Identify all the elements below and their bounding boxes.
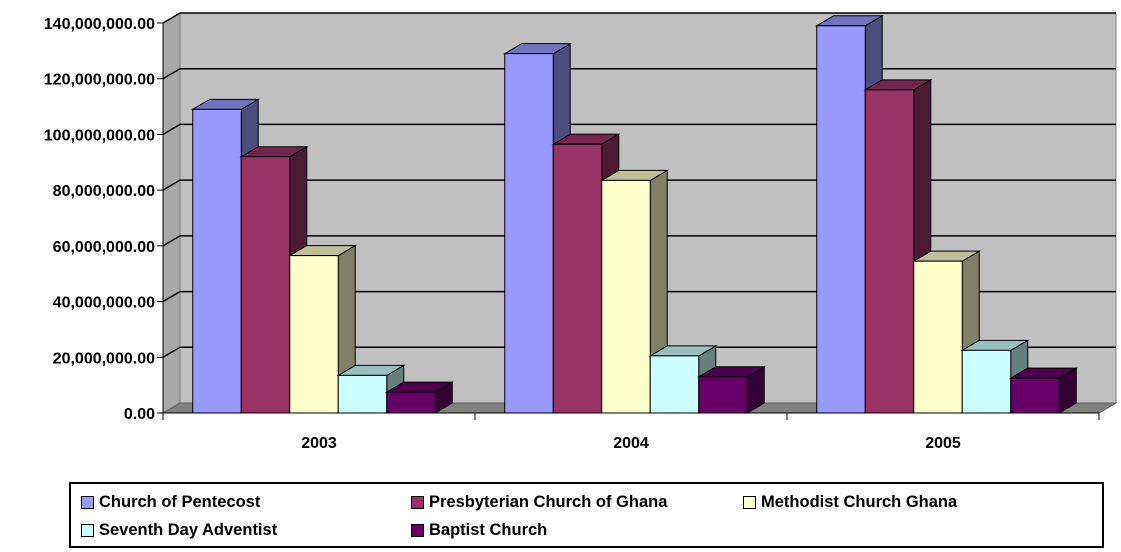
legend-item: Church of Pentecost (81, 491, 260, 513)
x-tick-label: 2003 (301, 435, 337, 452)
bar-front (864, 89, 915, 414)
gridline-side (162, 290, 181, 303)
gridline-side (162, 235, 181, 247)
bar (696, 365, 767, 414)
bar (863, 78, 933, 414)
legend: Church of Pentecost Presbyterian Church o… (69, 482, 1104, 548)
bar-front (913, 260, 963, 414)
legend-label: Methodist Church Ghana (761, 492, 958, 511)
bar (911, 250, 982, 414)
legend-swatch (411, 523, 424, 537)
bar (648, 345, 718, 414)
y-tick-label: 100,000,000.00 (44, 127, 155, 144)
bar-front (649, 355, 700, 414)
y-tick-label: 120,000,000.00 (44, 72, 155, 89)
bar-front (289, 255, 339, 414)
legend-item: Seventh Day Adventist (81, 519, 277, 541)
bar-front (698, 376, 748, 414)
legend-label: Seventh Day Adventist (99, 520, 278, 539)
y-tick-label: 80,000,000.00 (53, 183, 155, 200)
legend-label: Presbyterian Church of Ghana (429, 492, 668, 511)
y-tick-label: 0.00 (124, 406, 155, 423)
bar-front (1010, 377, 1060, 414)
bar-front (601, 179, 651, 414)
bar (384, 381, 455, 414)
y-tick-label: 140,000,000.00 (44, 16, 155, 33)
gridline-side (162, 179, 181, 191)
y-tick-label: 20,000,000.00 (53, 350, 155, 367)
y-tick-label: 60,000,000.00 (53, 239, 155, 256)
gridline-side (162, 12, 181, 24)
x-tick-label: 2005 (925, 435, 961, 452)
legend-item: Methodist Church Ghana (743, 491, 957, 513)
legend-item: Baptist Church (411, 519, 547, 541)
bar-front (961, 349, 1012, 414)
gridline-side (162, 68, 181, 80)
gridline-side (162, 346, 181, 358)
bar-front (240, 156, 291, 414)
bar (814, 14, 885, 414)
gridline-side (162, 123, 181, 136)
bar-front (192, 108, 242, 414)
legend-swatch (743, 495, 756, 509)
legend-swatch (81, 523, 94, 537)
bar-front (504, 53, 554, 414)
legend-label: Baptist Church (429, 520, 548, 539)
legend-label: Church of Pentecost (99, 492, 261, 511)
bar-front (816, 25, 866, 414)
bar-front (386, 391, 436, 414)
bar-front (552, 143, 603, 414)
legend-swatch (81, 495, 94, 509)
bar-front (337, 374, 388, 414)
x-tick-label: 2004 (613, 435, 649, 452)
bar (1008, 367, 1079, 414)
legend-swatch (411, 495, 424, 509)
bar-chart-3d: 0.00 20,000,000.00 40,000,000.00 60,000,000… (44, 12, 1118, 452)
y-tick-label: 40,000,000.00 (53, 295, 155, 312)
bar (599, 169, 670, 414)
legend-item: Presbyterian Church of Ghana (411, 491, 667, 513)
